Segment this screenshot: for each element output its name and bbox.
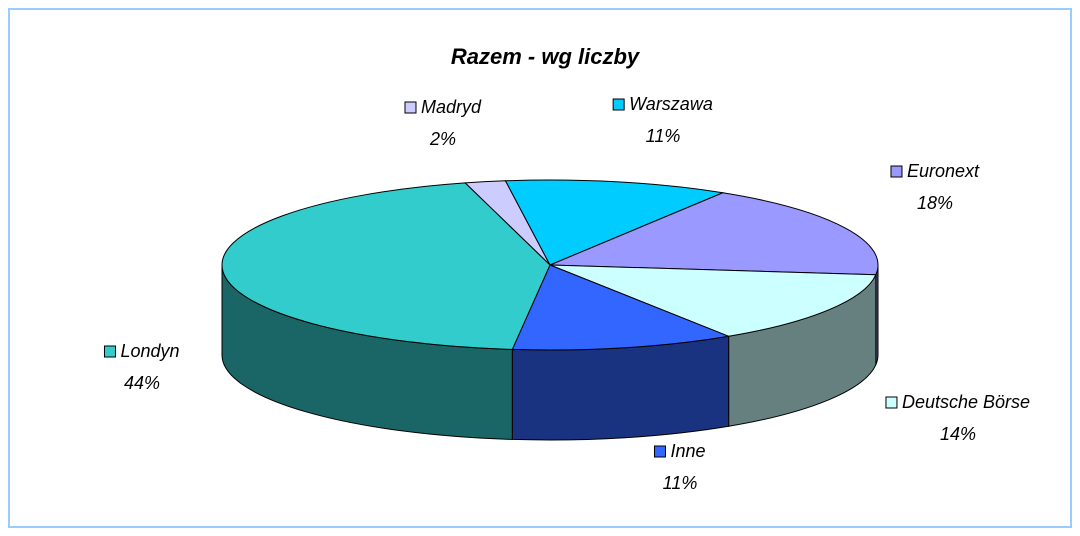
legend-swatch	[103, 345, 116, 358]
slice-label: Londyn	[120, 341, 179, 361]
legend-swatch	[885, 396, 898, 409]
slice-label: Warszawa	[629, 94, 713, 114]
pie-slice	[504, 179, 725, 266]
slice-value-label: 11%	[663, 473, 698, 493]
slice-value-label: 18%	[917, 193, 953, 213]
legend-swatch	[612, 98, 625, 111]
chart-title: Razem - wg liczby	[451, 44, 641, 69]
legend-swatch	[404, 101, 417, 114]
pie-slice	[549, 192, 879, 276]
slice-value-label: 14%	[940, 424, 976, 444]
pie-side	[511, 335, 730, 441]
slice-label: Deutsche Börse	[902, 392, 1030, 412]
pie-slice	[511, 264, 731, 351]
slice-label: Madryd	[421, 97, 482, 117]
slice-value-label: 44%	[124, 373, 160, 393]
pie-slice	[221, 182, 551, 350]
slice-label: Inne	[670, 441, 705, 461]
slice-value-label: 2%	[429, 129, 456, 149]
slice-value-label: 11%	[646, 126, 681, 146]
legend-swatch	[890, 165, 903, 178]
slice-label: Euronext	[907, 161, 980, 181]
pie-slice	[549, 264, 877, 337]
legend-swatch	[653, 445, 666, 458]
